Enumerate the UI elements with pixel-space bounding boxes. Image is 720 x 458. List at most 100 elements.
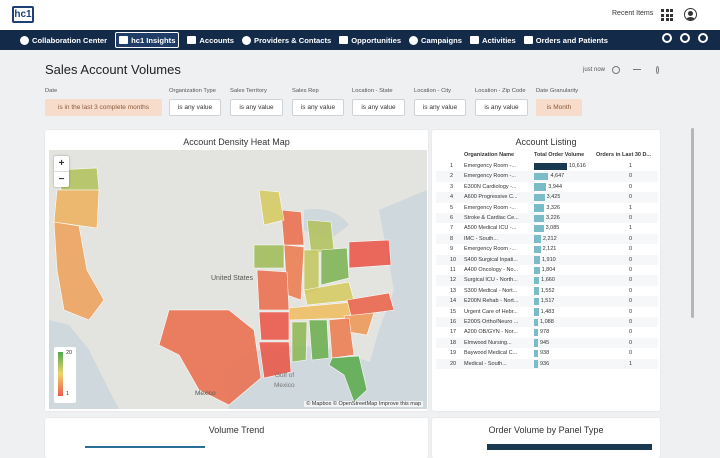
col-total-volume[interactable]: Total Order Volume <box>534 152 585 158</box>
search-icon[interactable] <box>662 33 672 43</box>
table-row[interactable]: 1 Emergency Room -... 10,616 1 <box>436 161 658 171</box>
table-row[interactable]: 5 Emergency Room -... 3,326 1 <box>436 203 658 213</box>
nav-providers-contacts[interactable]: Providers & Contacts <box>242 32 331 48</box>
nav-label: Collaboration Center <box>32 35 108 45</box>
filter-date-granularity[interactable]: Date Granularity is Month <box>536 88 582 116</box>
row-number: 20 <box>450 360 457 367</box>
help-icon[interactable] <box>698 33 708 43</box>
filter-sales-rep[interactable]: Sales Rep is any value <box>292 88 344 116</box>
state-mo[interactable] <box>256 269 290 311</box>
volume-bar <box>534 287 539 295</box>
nav-hc1-insights[interactable]: hc1 Insights <box>115 32 180 48</box>
heat-map[interactable]: United States Gulf of Mexico Mexico + − … <box>49 150 427 409</box>
row-orders-30d: 1 <box>629 360 633 367</box>
state-pa[interactable] <box>348 239 392 269</box>
state-ga[interactable] <box>328 317 355 359</box>
table-row[interactable]: 4 A600 Progressive C... 3,425 0 <box>436 192 658 203</box>
refresh-icon[interactable] <box>612 66 620 74</box>
state-wi[interactable] <box>280 209 305 246</box>
filter-value[interactable]: is any value <box>169 99 221 116</box>
state-la[interactable] <box>258 341 292 379</box>
row-orders-30d: 0 <box>629 319 633 325</box>
filter-value[interactable]: is any value <box>352 99 405 116</box>
page-scrollbar[interactable] <box>691 128 694 318</box>
volume-bar <box>534 162 567 170</box>
filter-location-city[interactable]: Location - City is any value <box>414 88 466 116</box>
zoom-in-button[interactable]: + <box>58 158 65 169</box>
filter-sales-territory[interactable]: Sales Territory is any value <box>230 88 283 116</box>
table-row[interactable]: 2 Emergency Room -... 4,647 0 <box>436 171 658 182</box>
filter-value[interactable]: is any value <box>475 99 528 116</box>
state-or[interactable] <box>53 189 100 229</box>
zoom-out-button[interactable]: − <box>54 171 69 187</box>
map-label-united-states: United States <box>211 275 254 282</box>
table-row[interactable]: 19 Baywood Medical C... 938 0 <box>436 348 658 358</box>
hc1-logo[interactable]: hc1 <box>12 6 34 23</box>
table-row[interactable]: 12 Surgical ICU - North... 1,660 0 <box>436 275 658 286</box>
row-number: 6 <box>450 215 454 221</box>
table-row[interactable]: 16 E200S Ortho/Neuro ... 1,088 0 <box>436 317 658 328</box>
nav-opportunities[interactable]: Opportunities <box>339 32 401 48</box>
nav-orders-patients[interactable]: Orders and Patients <box>523 32 608 48</box>
map-label-mexico: Mexico <box>195 390 216 397</box>
filter-organization-type[interactable]: Organization Type is any value <box>169 88 221 116</box>
state-mn[interactable] <box>258 189 285 226</box>
filter-icon[interactable] <box>633 69 641 74</box>
table-row[interactable]: 20 Medical - South... 936 1 <box>436 358 658 369</box>
filter-value[interactable]: is in the last 3 complete months <box>45 99 162 116</box>
row-volume: 978 <box>540 329 550 336</box>
row-number: 4 <box>450 194 454 201</box>
nav-activities[interactable]: Activities <box>469 32 516 48</box>
filter-value[interactable]: is any value <box>414 99 466 116</box>
state-ia[interactable] <box>253 244 285 269</box>
col-orders-30d[interactable]: Orders in Last 30 D... <box>596 152 652 158</box>
nav-collaboration-center[interactable]: Collaboration Center <box>20 32 107 48</box>
table-row[interactable]: 17 A200 OB/GYN - Nor... 978 0 <box>436 327 658 337</box>
nav-label: Activities <box>481 35 516 45</box>
filter-value[interactable]: is any value <box>230 99 283 116</box>
table-row[interactable]: 11 A400 Oncology - No... 1,804 0 <box>436 265 658 275</box>
more-options-icon[interactable] <box>656 66 659 74</box>
table-row[interactable]: 9 Emergency Room -... 2,121 0 <box>436 244 658 254</box>
row-orders-30d: 0 <box>629 215 633 221</box>
app-launcher-icon[interactable] <box>661 9 673 21</box>
row-org-name: Urgent Care of Hebr... <box>464 308 518 315</box>
state-oh[interactable] <box>320 247 350 286</box>
filter-label: Location - City <box>414 88 452 94</box>
user-avatar-icon[interactable] <box>684 8 697 21</box>
legend-gradient <box>58 352 63 396</box>
main-nav: Collaboration Center hc1 Insights Accoun… <box>0 30 720 50</box>
filter-value[interactable]: is any value <box>292 99 344 116</box>
volume-bar <box>534 339 538 347</box>
state-tx[interactable] <box>158 309 262 406</box>
state-ms[interactable] <box>291 321 308 363</box>
table-row[interactable]: 14 E200N Rehab - Nort... 1,517 0 <box>436 296 658 307</box>
gear-icon[interactable] <box>680 33 690 43</box>
table-row[interactable]: 13 S300 Medical - Nort... 1,552 0 <box>436 286 658 296</box>
state-nc[interactable] <box>346 292 395 317</box>
filter-location-zip[interactable]: Location - Zip Code is any value <box>475 88 528 116</box>
table-row[interactable]: 18 Elmwood Nursing... 945 0 <box>436 337 658 349</box>
row-volume: 3,425 <box>546 194 561 201</box>
table-row[interactable]: 8 IMC - South... 2,212 0 <box>436 233 658 245</box>
row-volume: 938 <box>540 350 550 357</box>
table-row[interactable]: 10 S400 Surgical Inpati... 1,910 0 <box>436 254 658 265</box>
state-ca[interactable] <box>53 221 105 321</box>
filter-date[interactable]: Date is in the last 3 complete months <box>45 88 162 116</box>
state-ar[interactable] <box>258 311 290 341</box>
filter-location-state[interactable]: Location - State is any value <box>352 88 405 116</box>
table-row[interactable]: 7 A500 Medical ICU -... 3,085 1 <box>436 223 658 233</box>
recent-items-link[interactable]: Recent Items <box>612 10 654 17</box>
nav-accounts[interactable]: Accounts <box>187 32 234 48</box>
col-org-name[interactable]: Organization Name <box>464 152 515 158</box>
table-row[interactable]: 6 Stroke & Cardiac Ce... 3,226 0 <box>436 213 658 224</box>
filter-value[interactable]: is Month <box>536 99 582 116</box>
trend-line <box>85 446 205 448</box>
table-row[interactable]: 15 Urgent Care of Hebr... 1,483 0 <box>436 307 658 317</box>
map-attribution[interactable]: © Mapbox © OpenStreetMap Improve this ma… <box>304 401 423 407</box>
nav-campaigns[interactable]: Campaigns <box>409 32 462 48</box>
table-row[interactable]: 3 E300N Cardiology -... 3,944 0 <box>436 182 658 192</box>
state-al[interactable] <box>308 319 330 361</box>
row-org-name: Surgical ICU - North... <box>464 277 518 284</box>
state-mi[interactable] <box>306 219 335 255</box>
